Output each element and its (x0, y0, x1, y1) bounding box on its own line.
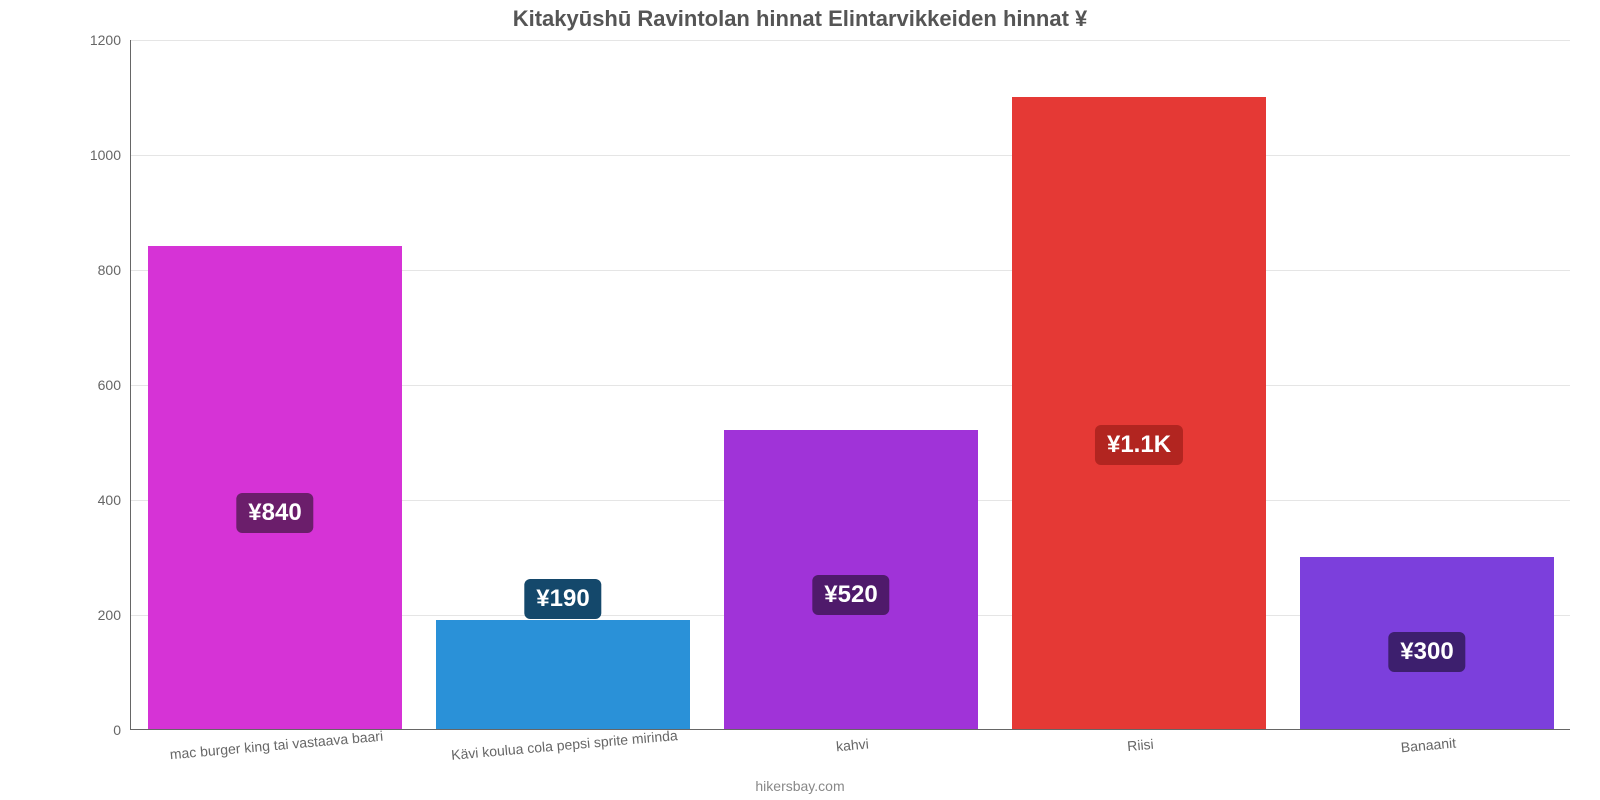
y-tick-label: 400 (98, 492, 131, 508)
plot-area: 020040060080010001200¥840mac burger king… (130, 40, 1570, 730)
x-tick-label: kahvi (835, 728, 870, 755)
bar (148, 246, 401, 729)
y-tick-label: 200 (98, 607, 131, 623)
x-tick-label: Riisi (1126, 728, 1154, 754)
bar-value-label: ¥1.1K (1095, 425, 1183, 465)
bar-value-label: ¥300 (1388, 632, 1465, 672)
y-tick-label: 1200 (90, 32, 131, 48)
bar-value-label: ¥840 (236, 493, 313, 533)
y-tick-label: 0 (113, 722, 131, 738)
x-tick-label: Banaanit (1399, 727, 1456, 756)
y-tick-label: 800 (98, 262, 131, 278)
bar (436, 620, 689, 729)
chart-footer: hikersbay.com (0, 778, 1600, 794)
y-tick-label: 1000 (90, 147, 131, 163)
chart-title: Kitakyūshū Ravintolan hinnat Elintarvikk… (0, 0, 1600, 32)
bar-value-label: ¥190 (524, 579, 601, 619)
grid-line (131, 40, 1570, 41)
y-tick-label: 600 (98, 377, 131, 393)
grid-line (131, 155, 1570, 156)
bar-value-label: ¥520 (812, 575, 889, 615)
bar (1012, 97, 1265, 730)
chart-container: Kitakyūshū Ravintolan hinnat Elintarvikk… (0, 0, 1600, 800)
